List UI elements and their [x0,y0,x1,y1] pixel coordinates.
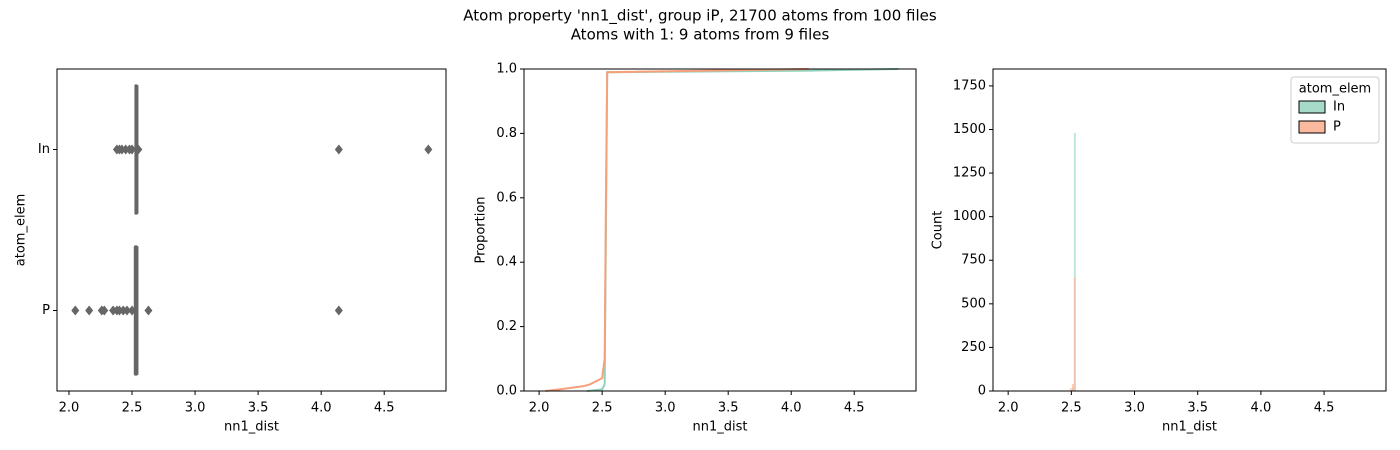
ecdf-line [545,68,809,392]
x-tick-label: 3.0 [185,401,206,416]
outlier [134,144,143,155]
hist-bar [1073,277,1076,391]
outlier [144,305,153,316]
hist-bar [1073,132,1076,391]
x-tick-label: 2.0 [59,401,80,416]
y-tick-label: In [38,142,50,157]
y-tick-label: 0.0 [496,384,517,399]
outlier [424,144,433,155]
outlier [334,144,343,155]
x-tick-label: 4.5 [374,401,395,416]
x-tick-label: 4.0 [1251,401,1272,416]
legend-label: In [1333,100,1345,115]
y-tick-label: 0.6 [496,190,517,205]
x-tick-label: 4.5 [1314,401,1335,416]
legend-swatch [1298,100,1326,114]
x-tick-label: 3.5 [718,401,739,416]
axes-frame [56,68,447,392]
x-tick-label: 2.5 [592,401,613,416]
legend-label: P [1333,120,1341,135]
x-tick-label: 3.0 [1124,401,1145,416]
y-tick-label: 1.0 [496,62,517,77]
x-tick-label: 4.0 [781,401,802,416]
x-tick-label: 3.0 [655,401,676,416]
legend-title: atom_elem [1299,82,1371,97]
y-tick-label: 500 [961,296,986,311]
y-tick-label: 0 [978,384,986,399]
x-tick-label: 2.0 [529,401,550,416]
y-axis-label: Count [931,211,946,250]
x-axis-label: nn1_dist [224,420,279,435]
y-tick-label: 250 [961,340,986,355]
outlier [122,305,131,316]
ecdf-line [586,68,899,392]
legend-swatch [1298,120,1326,134]
x-tick-label: 4.0 [311,401,332,416]
y-tick-label: 0.4 [496,255,517,270]
y-tick-label: 1500 [953,122,986,137]
x-tick-label: 4.5 [844,401,865,416]
y-tick-label: 0.8 [496,126,517,141]
y-axis-label: atom_elem [14,194,29,266]
x-tick-label: 2.5 [122,401,143,416]
hist-bar [1071,384,1074,391]
axes-frame [992,68,1387,392]
figure-title: Atom property 'nn1_dist', group iP, 2170… [463,7,937,26]
y-tick-label: 750 [961,253,986,268]
outlier [128,305,137,316]
y-tick-label: 1750 [953,78,986,93]
outlier [334,305,343,316]
outlier [100,305,109,316]
x-axis-label: nn1_dist [1162,420,1217,435]
figure-subtitle: Atoms with 1: 9 atoms from 9 files [571,26,830,44]
y-tick-label: 0.2 [496,319,517,334]
hist-bar [1070,388,1072,391]
outlier [128,144,137,155]
x-tick-label: 2.5 [1061,401,1082,416]
x-axis-label: nn1_dist [693,420,748,435]
x-tick-label: 3.5 [248,401,269,416]
x-tick-label: 3.5 [1187,401,1208,416]
y-axis-label: Proportion [474,196,489,263]
axes-frame [523,68,917,392]
y-tick-label: P [42,303,50,318]
outlier [71,305,80,316]
x-tick-label: 2.0 [998,401,1019,416]
y-tick-label: 1250 [953,166,986,181]
outlier [85,305,94,316]
y-tick-label: 1000 [953,209,986,224]
